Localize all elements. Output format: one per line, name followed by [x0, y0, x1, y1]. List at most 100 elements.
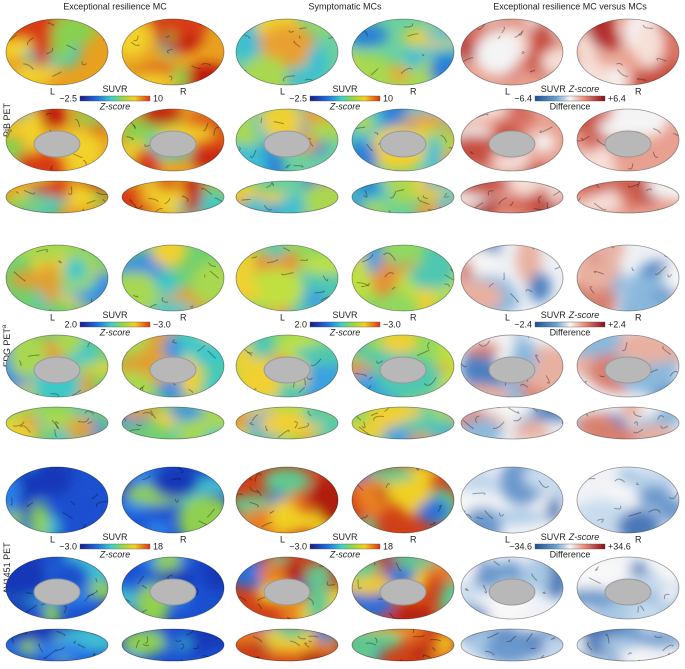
region [202, 370, 224, 397]
sulcus [95, 577, 98, 583]
region [168, 407, 205, 420]
colorbar-subtitle: Z-score [329, 101, 361, 111]
region [95, 361, 108, 374]
hemisphere-label: R [410, 312, 417, 322]
sulcus [207, 350, 216, 359]
region [175, 421, 208, 439]
sulcus [6, 129, 12, 138]
colorbar-max: +34.6 [608, 541, 631, 551]
region [236, 557, 270, 588]
sulcus [167, 574, 173, 580]
brain-outline [351, 180, 455, 214]
sulcus [265, 182, 273, 189]
sulcus [362, 254, 374, 263]
region [303, 407, 326, 425]
sulcus [202, 123, 209, 132]
sulcus [13, 421, 25, 427]
sulcus [206, 508, 215, 518]
sulcus [555, 168, 559, 171]
sulcus [74, 118, 80, 128]
sulcus [389, 190, 397, 199]
colorbar-min: −34.6 [509, 541, 532, 551]
sulcus [636, 482, 640, 486]
sulcus [73, 640, 76, 645]
sulcus [210, 109, 220, 110]
region [142, 520, 173, 533]
sulcus [628, 511, 642, 517]
region [436, 632, 454, 651]
sulcus [126, 28, 129, 36]
region [422, 28, 454, 41]
sulcus [299, 27, 307, 30]
sulcus [403, 23, 414, 28]
colorbar-title: SUVR [332, 84, 358, 94]
sulcus [478, 245, 482, 248]
sulcus [374, 181, 379, 183]
region [461, 557, 477, 584]
medial-wall [488, 130, 536, 158]
sulcus [577, 629, 582, 636]
brain-outline [460, 334, 564, 398]
brain-regions [352, 335, 454, 397]
medial-wall [33, 356, 81, 384]
region [539, 637, 563, 652]
colorbar-max: 10 [153, 93, 163, 103]
colorbar-title: SUVR [332, 310, 358, 320]
sulcus [665, 19, 673, 24]
sulcus [514, 30, 524, 38]
sulcus [82, 306, 93, 311]
sulcus [8, 161, 19, 166]
sulcus [11, 388, 22, 393]
sulcus [363, 190, 368, 198]
brain [6, 181, 108, 213]
sulcus [478, 340, 491, 347]
brain [577, 407, 679, 439]
sulcus [554, 262, 563, 270]
sulcus [145, 467, 158, 469]
brain-outline [351, 334, 455, 398]
colorbar-title: SUVR [102, 532, 128, 542]
sulcus [322, 181, 330, 183]
medial-wall [149, 578, 197, 606]
brain-outline [576, 466, 680, 534]
sulcus [16, 191, 19, 194]
colorbar-min: −2.5 [289, 93, 307, 103]
brain [352, 467, 454, 533]
brain-regions [6, 629, 108, 661]
colorbar-subtitle: Difference [550, 549, 591, 559]
sulcus [55, 646, 65, 652]
brain [461, 629, 563, 661]
sulcus [265, 425, 268, 432]
brain-regions [236, 629, 338, 661]
sulcus [599, 375, 605, 378]
region [64, 257, 88, 283]
sulcus [627, 183, 640, 188]
sulcus [365, 642, 376, 646]
sulcus [361, 421, 366, 429]
sulcus [577, 135, 590, 142]
brain-outline [121, 406, 225, 440]
sulcus [538, 480, 550, 488]
sulcus [479, 109, 490, 113]
sulcus [20, 245, 29, 247]
sulcus [133, 35, 139, 42]
column-title: Exceptional resilience MC versus MCs [493, 1, 647, 11]
hemisphere-label: L [50, 86, 55, 96]
sulcus [427, 341, 430, 350]
region [263, 245, 287, 259]
sulcus [518, 31, 523, 36]
sulcus [57, 260, 62, 264]
sulcus [358, 426, 371, 436]
brain-outline [235, 180, 339, 214]
region [253, 248, 301, 276]
hemisphere-label: R [635, 312, 642, 322]
sulcus [545, 375, 550, 384]
sulcus [177, 467, 184, 474]
sulcus [139, 387, 144, 393]
region [625, 602, 679, 619]
colorbar-title: SUVR [102, 310, 128, 320]
sulcus [510, 635, 517, 642]
region [306, 44, 328, 85]
colorbar [309, 95, 381, 102]
sulcus [422, 194, 428, 200]
